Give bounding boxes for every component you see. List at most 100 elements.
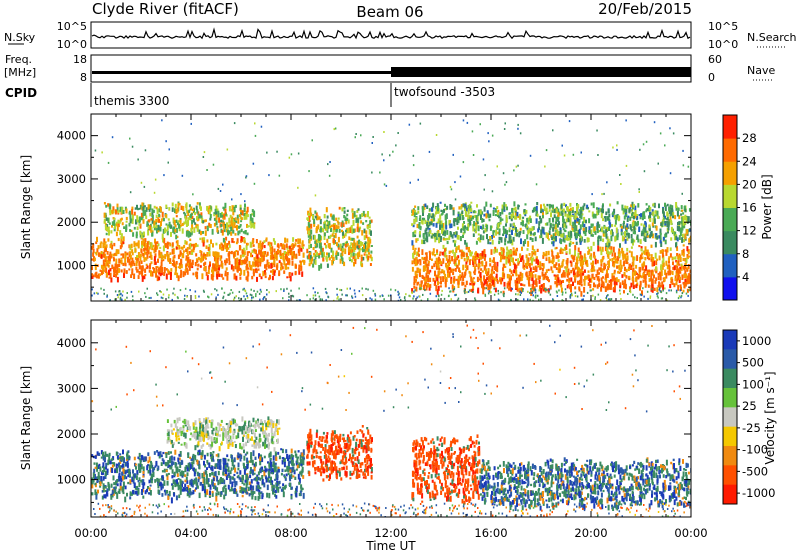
power-point (181, 253, 184, 259)
power-point (612, 287, 615, 291)
freq-right-tick-bottom: 0 (708, 71, 715, 84)
power-point (517, 127, 519, 130)
power-point (148, 246, 151, 250)
power-point (432, 223, 435, 227)
power-point (638, 214, 641, 216)
power-point (601, 280, 604, 287)
power-point (140, 233, 143, 239)
power-point (217, 293, 219, 296)
power-point (186, 223, 189, 226)
power-point (541, 237, 544, 244)
velocity-point (134, 486, 137, 490)
power-point (106, 294, 108, 297)
power-point (275, 255, 278, 261)
power-point (426, 266, 429, 273)
power-point (500, 256, 502, 261)
power-point (116, 264, 119, 269)
power-point (239, 267, 242, 271)
power-point (188, 209, 191, 213)
power-point (425, 285, 428, 291)
power-point (124, 253, 127, 259)
power-point (592, 294, 594, 297)
power-point (141, 202, 144, 207)
power-point (228, 260, 231, 265)
power-point (665, 272, 668, 279)
power-point (368, 216, 371, 219)
power-point (101, 151, 103, 154)
power-point (578, 286, 581, 290)
power-point (504, 265, 507, 268)
power-point (322, 252, 325, 255)
power-point (337, 252, 340, 256)
power-point (551, 209, 554, 213)
power-point (96, 274, 98, 279)
power-point (158, 208, 161, 213)
power-point (433, 263, 436, 268)
velocity-point (213, 483, 216, 486)
power-point (634, 213, 637, 219)
power-point (537, 228, 540, 233)
power-point (365, 234, 368, 239)
power-point (670, 210, 673, 216)
power-point (291, 242, 294, 248)
power-point (236, 238, 239, 244)
power-point (614, 277, 616, 284)
power-point (649, 218, 652, 222)
power-point (575, 241, 578, 245)
power-point (428, 271, 431, 275)
power-point (300, 260, 302, 266)
power-point (105, 256, 108, 260)
power-point (484, 174, 486, 177)
power-point (334, 127, 337, 130)
velocity-point (177, 477, 180, 480)
power-point (436, 289, 439, 295)
power-point (448, 287, 450, 290)
power-point (513, 169, 515, 172)
power-point (486, 210, 489, 214)
power-point (657, 275, 660, 281)
power-point (671, 278, 674, 282)
power-point (454, 294, 456, 297)
power-point (144, 292, 146, 295)
power-point (414, 209, 417, 214)
power-point (484, 254, 487, 258)
power-point (529, 218, 532, 223)
power-point (464, 288, 466, 291)
power-point (689, 208, 691, 212)
velocity-point (285, 473, 288, 477)
power-point (333, 225, 336, 230)
power-point (596, 224, 599, 231)
power-point (228, 230, 231, 235)
power-point (238, 290, 241, 293)
power-point (490, 269, 493, 275)
power-point (568, 248, 571, 255)
power-point (614, 258, 617, 264)
power-point (253, 211, 256, 218)
power-point (332, 228, 335, 234)
power-point (264, 275, 267, 279)
power-point (255, 295, 257, 298)
power-point (513, 263, 516, 270)
power-point (556, 274, 559, 280)
power-point (357, 208, 360, 211)
power-point (277, 243, 280, 246)
power-point (116, 203, 119, 208)
power-point (171, 298, 173, 301)
power-point (662, 207, 664, 214)
power-point (245, 276, 248, 281)
power-point (207, 246, 210, 251)
power-point (613, 269, 616, 273)
power-point (556, 252, 559, 256)
power-point (669, 172, 672, 175)
power-point (233, 221, 236, 228)
power-point (405, 293, 407, 296)
power-point (192, 247, 195, 253)
power-point (670, 280, 673, 284)
power-point (559, 279, 562, 286)
power-point (597, 276, 600, 280)
power-point (645, 283, 648, 287)
power-point (106, 295, 108, 298)
power-point (530, 288, 532, 290)
power-point (486, 234, 488, 240)
power-point (541, 263, 544, 267)
